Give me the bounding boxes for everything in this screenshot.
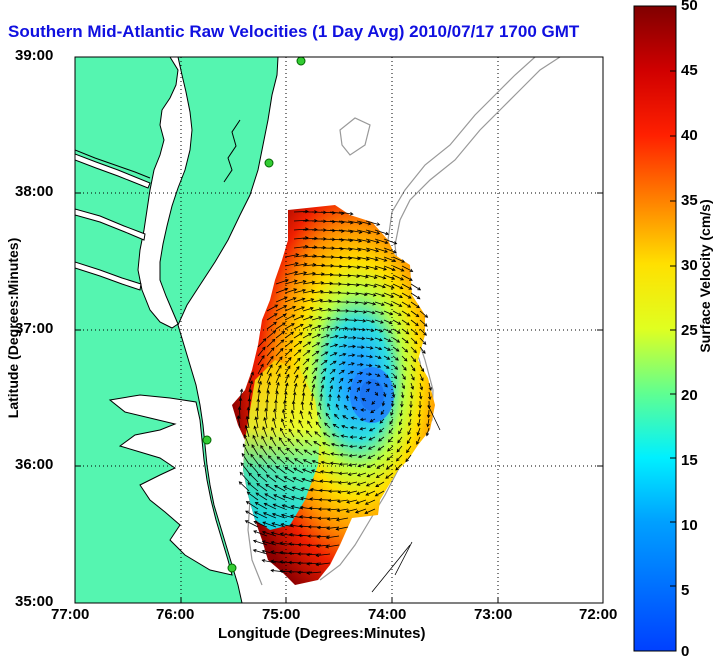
station-marker	[297, 57, 305, 65]
velocity-arrow	[298, 572, 312, 573]
station-marker	[203, 436, 211, 444]
station-marker	[265, 159, 273, 167]
station-marker	[228, 564, 236, 572]
colorbar	[634, 6, 676, 651]
